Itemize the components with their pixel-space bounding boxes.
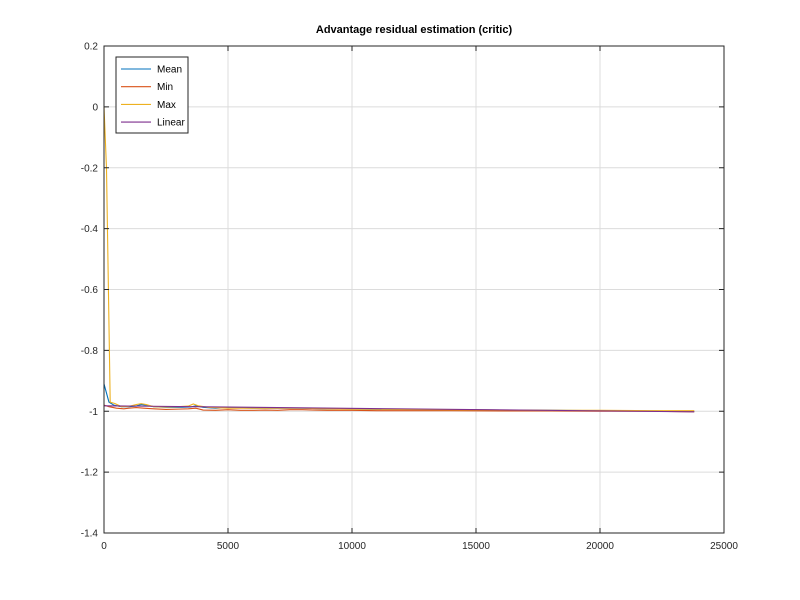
y-tick-label: -0.8 [81,346,99,357]
y-tick-label: -1.2 [81,468,99,479]
series-lines [103,106,695,413]
legend-label-mean: Mean [157,65,182,76]
x-tick-label: 15000 [462,541,490,552]
chart-title: Advantage residual estimation (critic) [316,24,513,36]
legend-box [115,56,189,134]
y-tick-label: -0.2 [81,163,99,174]
legend: Mean Min Max Linear [115,56,189,134]
y-tick-label: -0.4 [81,224,99,235]
y-tick-label: -1 [89,407,98,418]
legend-label-max: Max [157,100,176,111]
y-tick-label: 0.2 [84,42,98,53]
series-line-linear [103,405,695,413]
x-tick-label: 25000 [710,541,738,552]
legend-label-linear: Linear [157,118,185,129]
legend-label-min: Min [157,82,173,93]
y-tick-label: -0.6 [81,285,99,296]
x-tick-label: 20000 [586,541,614,552]
series-line-min [103,404,695,413]
y-tick-label: 0 [92,102,98,113]
y-tick-label: -1.4 [81,529,99,540]
axis-ticks: 0 5000 10000 15000 20000 25000 0.2 0 -0.2 -0.4 -0.… [81,42,739,553]
x-tick-label: 5000 [217,541,240,552]
x-tick-label: 10000 [338,541,366,552]
x-tick-label: 0 [101,541,107,552]
